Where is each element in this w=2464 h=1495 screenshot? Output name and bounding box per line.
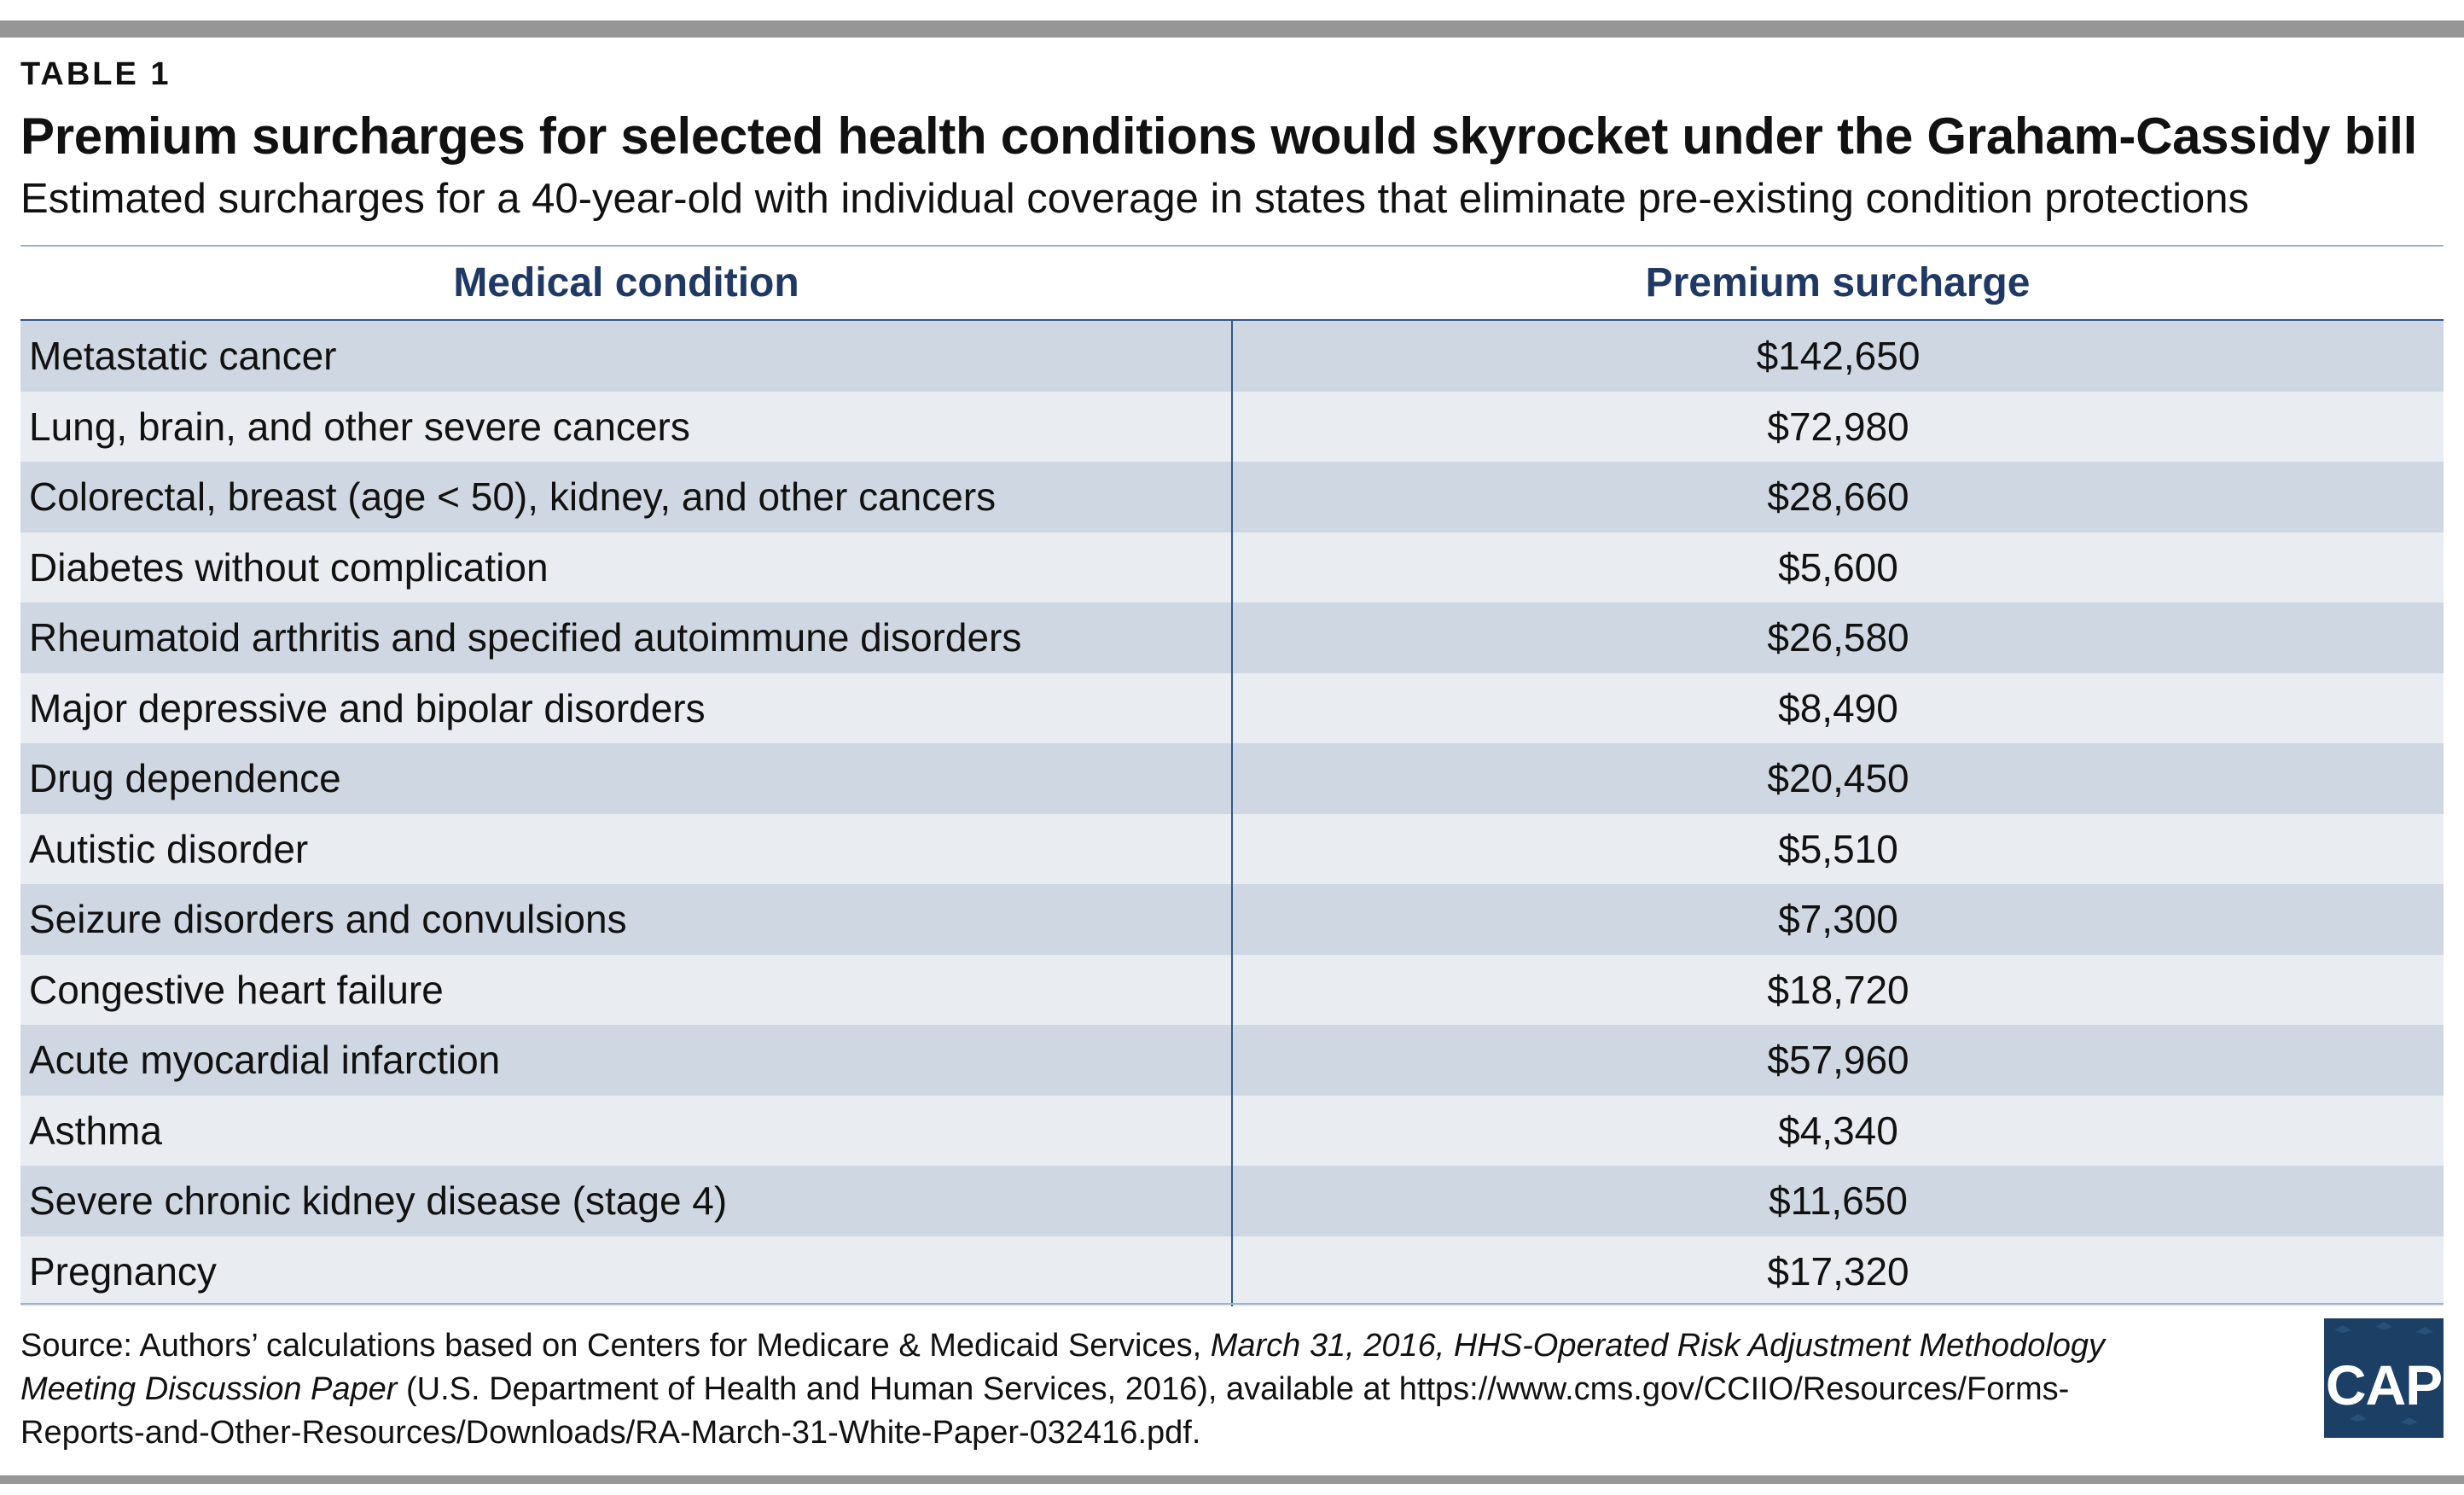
condition-cell: Colorectal, breast (age < 50), kidney, a… [20, 462, 1233, 532]
surcharge-cell: $11,650 [1232, 1166, 2444, 1236]
bottom-frame-bar [0, 1475, 2464, 1484]
source-prefix: Source: Authors’ calculations based on C… [20, 1328, 1211, 1364]
column-header-surcharge: Premium surcharge [1232, 247, 2444, 321]
surcharge-cell: $26,580 [1232, 602, 2444, 673]
surcharge-cell: $7,300 [1232, 884, 2444, 955]
surcharge-cell: $4,340 [1232, 1095, 2444, 1166]
table-row: Lung, brain, and other severe cancers $72… [20, 391, 2444, 462]
condition-cell: Lung, brain, and other severe cancers [20, 391, 1233, 462]
top-frame-bar [0, 20, 2464, 38]
surcharge-cell: $57,960 [1232, 1025, 2444, 1096]
table-row: Seizure disorders and convulsions $7,300 [20, 884, 2444, 955]
surcharge-cell: $8,490 [1232, 672, 2444, 743]
table-bottom-rule [20, 1303, 2444, 1305]
surcharge-cell: $5,600 [1232, 532, 2444, 602]
table-row: Diabetes without complication $5,600 [20, 532, 2444, 602]
condition-cell: Autistic disorder [20, 813, 1233, 884]
table-row: Colorectal, breast (age < 50), kidney, a… [20, 462, 2444, 532]
page-subtitle: Estimated surcharges for a 40-year-old w… [20, 176, 2249, 222]
surcharge-cell: $17,320 [1232, 1236, 2444, 1306]
surcharge-cell: $142,650 [1232, 320, 2444, 392]
table-row: Congestive heart failure $18,720 [20, 954, 2444, 1025]
table-row: Metastatic cancer $142,650 [20, 320, 2444, 392]
source-title: March 31, 2016, HHS-Operated Risk Adjust… [20, 1328, 2106, 1407]
condition-cell: Diabetes without complication [20, 532, 1233, 602]
condition-cell: Major depressive and bipolar disorders [20, 672, 1233, 743]
table-top-rule [20, 245, 2444, 247]
condition-cell: Metastatic cancer [20, 320, 1233, 392]
condition-cell: Rheumatoid arthritis and specified autoi… [20, 602, 1233, 673]
condition-cell: Pregnancy [20, 1236, 1233, 1306]
condition-cell: Congestive heart failure [20, 954, 1233, 1025]
source-suffix: (U.S. Department of Health and Human Ser… [20, 1371, 2070, 1451]
condition-cell: Seizure disorders and convulsions [20, 884, 1233, 955]
condition-cell: Severe chronic kidney disease (stage 4) [20, 1166, 1233, 1236]
surcharge-cell: $72,980 [1232, 391, 2444, 462]
surcharge-cell: $20,450 [1232, 743, 2444, 814]
table-row: Autistic disorder $5,510 [20, 813, 2444, 884]
column-header-condition: Medical condition [20, 247, 1232, 321]
table-row: Drug dependence $20,450 [20, 743, 2444, 814]
table-row: Severe chronic kidney disease (stage 4) $… [20, 1166, 2444, 1236]
source-note: Source: Authors’ calculations based on C… [20, 1324, 2119, 1455]
surcharge-cell: $28,660 [1232, 462, 2444, 532]
surcharge-table: Medical condition Premium surcharge Meta… [20, 247, 2444, 1306]
condition-cell: Acute myocardial infarction [20, 1025, 1233, 1096]
condition-cell: Asthma [20, 1095, 1233, 1166]
condition-cell: Drug dependence [20, 743, 1233, 814]
logo-text: CAP [2325, 1353, 2443, 1416]
table-header-row: Medical condition Premium surcharge [20, 247, 2444, 321]
table-kicker: TABLE 1 [20, 56, 171, 92]
page-title: Premium surcharges for selected health c… [20, 108, 2417, 165]
table-row: Asthma $4,340 [20, 1095, 2444, 1166]
table-body: Metastatic cancer $142,650 Lung, brain, an… [20, 320, 2444, 1306]
surcharge-cell: $18,720 [1232, 954, 2444, 1025]
logo-eagle-pattern [2334, 1322, 2433, 1425]
surcharge-cell: $5,510 [1232, 813, 2444, 884]
cap-logo: CAP [2324, 1318, 2444, 1438]
table-row: Acute myocardial infarction $57,960 [20, 1025, 2444, 1096]
table-row: Rheumatoid arthritis and specified autoi… [20, 602, 2444, 673]
table-row: Pregnancy $17,320 [20, 1236, 2444, 1306]
table-row: Major depressive and bipolar disorders $8… [20, 672, 2444, 743]
